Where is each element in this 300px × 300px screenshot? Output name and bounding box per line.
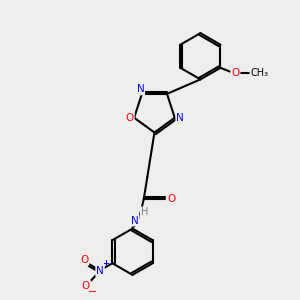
Text: N: N — [136, 84, 144, 94]
Text: +: + — [102, 259, 110, 268]
Text: O: O — [82, 281, 90, 291]
Text: O: O — [126, 113, 134, 123]
Text: N: N — [131, 216, 139, 226]
Text: O: O — [231, 68, 239, 78]
Text: O: O — [167, 194, 176, 204]
Text: N: N — [176, 113, 184, 123]
Text: −: − — [88, 287, 97, 297]
Text: H: H — [141, 207, 148, 217]
Text: N: N — [96, 266, 104, 276]
Text: O: O — [80, 255, 88, 265]
Text: CH₃: CH₃ — [250, 68, 268, 78]
